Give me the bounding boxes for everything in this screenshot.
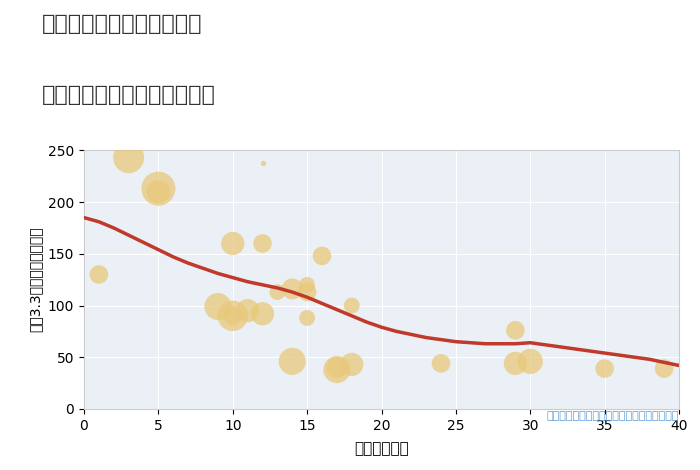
Point bbox=[346, 302, 357, 309]
Point bbox=[599, 365, 610, 372]
Point bbox=[302, 288, 313, 296]
Point bbox=[257, 159, 268, 166]
Point bbox=[227, 240, 238, 247]
Text: 兵庫県丹波市春日町柚津の: 兵庫県丹波市春日町柚津の bbox=[42, 14, 202, 34]
Point bbox=[257, 240, 268, 247]
Point bbox=[316, 252, 328, 259]
Text: 築年数別中古マンション価格: 築年数別中古マンション価格 bbox=[42, 85, 216, 105]
Point bbox=[153, 185, 164, 192]
Point bbox=[287, 285, 298, 293]
Point bbox=[331, 364, 342, 371]
Point bbox=[659, 365, 670, 372]
Point bbox=[242, 307, 253, 314]
Point bbox=[302, 314, 313, 321]
Point bbox=[153, 188, 164, 196]
Point bbox=[227, 312, 238, 320]
Point bbox=[93, 271, 104, 278]
Point bbox=[212, 303, 223, 310]
Point bbox=[510, 360, 521, 367]
X-axis label: 築年数（年）: 築年数（年） bbox=[354, 441, 409, 456]
Point bbox=[123, 154, 134, 161]
Y-axis label: 坪（3.3㎡）単価（万円）: 坪（3.3㎡）単価（万円） bbox=[28, 227, 42, 332]
Point bbox=[287, 358, 298, 365]
Point bbox=[331, 366, 342, 373]
Point bbox=[525, 358, 536, 365]
Point bbox=[227, 312, 238, 320]
Point bbox=[272, 288, 283, 296]
Point bbox=[346, 360, 357, 368]
Point bbox=[302, 281, 313, 289]
Point bbox=[257, 310, 268, 318]
Text: 円の大きさは、取引のあった物件面積を示す: 円の大きさは、取引のあった物件面積を示す bbox=[547, 412, 679, 422]
Point bbox=[435, 360, 447, 367]
Point bbox=[510, 327, 521, 334]
